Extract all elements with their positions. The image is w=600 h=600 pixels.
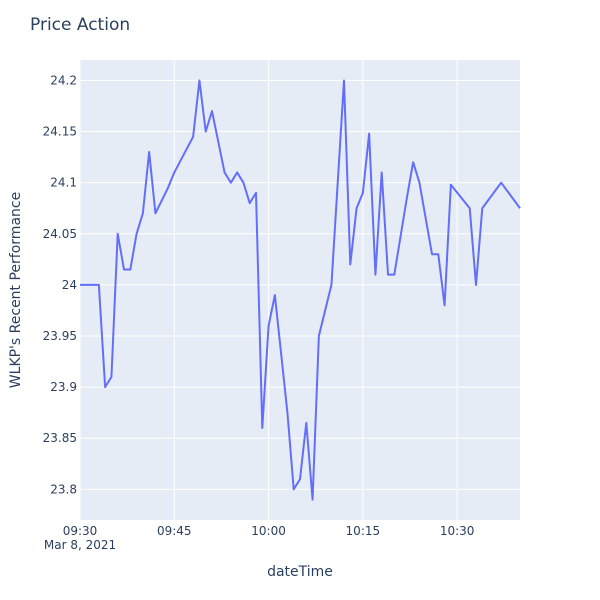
x-axis-title: dateTime: [267, 564, 333, 580]
series-line: [80, 79, 521, 501]
x-tick-label: 10:30: [440, 524, 475, 538]
plot-area: [80, 60, 520, 520]
grid: [79, 60, 520, 520]
chart-title: Price Action: [30, 15, 130, 35]
x-axis-ticks: 09:30 09:45 10:00 10:15 10:30: [63, 524, 475, 538]
series-lines: [80, 79, 521, 501]
y-tick-label: 23.85: [43, 431, 77, 445]
y-tick-label: 24: [62, 278, 77, 292]
x-tick-label: 10:15: [346, 524, 381, 538]
x-tick-label: 10:00: [251, 524, 286, 538]
y-tick-label: 24.05: [43, 227, 77, 241]
y-tick-label: 23.9: [50, 380, 77, 394]
y-axis-title: WLKP's Recent Performance: [8, 192, 24, 388]
y-axis-ticks: 23.8 23.85 23.9 23.95 24 24.05 24.1 24.15 24.2: [43, 73, 77, 496]
y-tick-label: 23.95: [43, 329, 77, 343]
x-axis-date-label: Mar 8, 2021: [44, 538, 116, 552]
y-tick-label: 24.15: [43, 125, 77, 139]
y-tick-label: 23.8: [50, 482, 77, 496]
x-tick-label: 09:30: [63, 524, 98, 538]
x-tick-label: 09:45: [157, 524, 192, 538]
y-tick-label: 24.2: [50, 73, 77, 87]
y-tick-label: 24.1: [50, 176, 77, 190]
